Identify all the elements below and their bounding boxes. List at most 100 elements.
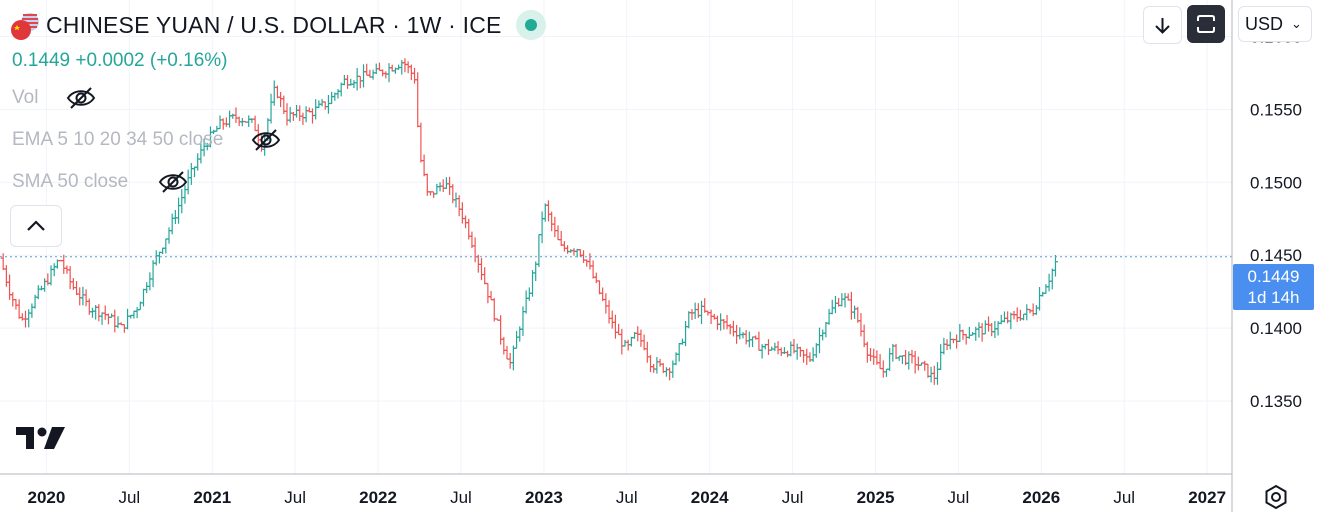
ohlc-bar bbox=[683, 321, 689, 347]
ohlc-bar bbox=[530, 269, 536, 297]
ohlc-bar bbox=[966, 326, 972, 339]
ohlc-bar bbox=[150, 260, 156, 288]
ohlc-bar bbox=[679, 338, 685, 345]
ohlc-bar bbox=[488, 290, 494, 301]
ohlc-bar bbox=[1014, 307, 1020, 322]
ohlc-bar bbox=[357, 75, 363, 89]
ohlc-bar bbox=[520, 306, 526, 336]
ohlc-bar bbox=[922, 360, 928, 371]
ohlc-bar bbox=[686, 311, 692, 329]
ohlc-bar bbox=[676, 342, 682, 362]
ohlc-bar bbox=[549, 211, 555, 232]
ohlc-bar bbox=[1049, 268, 1055, 290]
chart-settings-button[interactable] bbox=[1263, 484, 1289, 515]
ohlc-bar bbox=[765, 339, 771, 355]
ohlc-bar bbox=[0, 253, 6, 271]
ohlc-bar bbox=[501, 337, 507, 355]
time-tick-label: Jul bbox=[284, 488, 306, 507]
symbol-title[interactable]: CHINESE YUAN / U.S. DOLLAR · 1W · ICE bbox=[46, 11, 502, 38]
ohlc-bar bbox=[670, 360, 676, 378]
time-tick-label: 2024 bbox=[691, 488, 729, 507]
ohlc-bar bbox=[657, 358, 663, 367]
ohlc-bar bbox=[858, 313, 864, 337]
tradingview-logo[interactable] bbox=[16, 425, 68, 458]
ohlc-bar bbox=[941, 337, 947, 355]
ohlc-bar bbox=[431, 191, 437, 198]
ohlc-bar bbox=[16, 299, 22, 319]
indicator-sma[interactable]: SMA 50 close bbox=[12, 170, 188, 194]
currency-value: USD bbox=[1245, 13, 1284, 34]
fullscreen-button[interactable] bbox=[1187, 5, 1225, 43]
currency-select[interactable]: USD ⌄ bbox=[1238, 6, 1312, 42]
ohlc-bar bbox=[370, 69, 376, 80]
eye-hidden-icon[interactable] bbox=[158, 170, 188, 194]
time-tick-label: Jul bbox=[118, 488, 140, 507]
ohlc-bar bbox=[887, 348, 893, 371]
ohlc-bar bbox=[740, 332, 746, 339]
ohlc-bar bbox=[606, 300, 612, 324]
time-tick-label: Jul bbox=[450, 488, 472, 507]
scroll-to-latest-button[interactable] bbox=[1143, 6, 1182, 44]
ohlc-bar bbox=[1024, 304, 1030, 321]
ohlc-bar bbox=[475, 254, 481, 273]
ohlc-bar bbox=[667, 367, 673, 381]
ohlc-bar bbox=[67, 266, 73, 290]
ohlc-bar bbox=[176, 197, 182, 224]
ohlc-bar bbox=[896, 355, 902, 361]
ohlc-bar bbox=[899, 355, 905, 364]
ohlc-bar bbox=[153, 250, 159, 266]
time-tick-label: 2025 bbox=[857, 488, 895, 507]
ohlc-bar bbox=[300, 112, 306, 125]
ohlc-bar bbox=[166, 227, 172, 244]
ohlc-bar bbox=[325, 94, 331, 114]
ohlc-bar bbox=[558, 230, 564, 247]
ohlc-bar bbox=[842, 292, 848, 308]
ohlc-bar bbox=[928, 366, 934, 383]
ohlc-bar bbox=[144, 282, 150, 294]
ohlc-bar bbox=[268, 93, 274, 124]
ohlc-bar bbox=[131, 310, 137, 319]
ohlc-bar bbox=[979, 322, 985, 342]
ohlc-bar bbox=[596, 280, 602, 295]
indicator-ema[interactable]: EMA 5 10 20 34 50 close bbox=[12, 128, 281, 152]
ohlc-bars bbox=[0, 58, 1058, 385]
time-tick-label: Jul bbox=[782, 488, 804, 507]
ohlc-bar bbox=[418, 122, 424, 163]
ohlc-bar bbox=[651, 363, 657, 373]
ohlc-bar bbox=[507, 352, 513, 369]
ohlc-bar bbox=[284, 103, 290, 126]
ohlc-bar bbox=[801, 349, 807, 363]
ohlc-bar bbox=[944, 339, 950, 350]
ohlc-bar bbox=[192, 166, 198, 178]
ohlc-bar bbox=[938, 344, 944, 371]
ohlc-bar bbox=[785, 350, 791, 358]
ohlc-bar bbox=[172, 209, 178, 225]
ohlc-bar bbox=[112, 309, 118, 333]
ohlc-bar bbox=[437, 182, 443, 192]
eye-hidden-icon[interactable] bbox=[251, 128, 281, 152]
ohlc-bar bbox=[893, 344, 899, 360]
ohlc-bar bbox=[415, 72, 421, 128]
ohlc-bar bbox=[848, 291, 854, 320]
ohlc-bar bbox=[134, 307, 140, 319]
collapse-indicators-button[interactable] bbox=[10, 205, 62, 247]
ohlc-bar bbox=[880, 360, 886, 378]
ohlc-bar bbox=[163, 238, 169, 254]
time-tick-label: 2023 bbox=[525, 488, 563, 507]
ohlc-bar bbox=[1021, 313, 1027, 321]
ohlc-bar bbox=[794, 343, 800, 360]
ohlc-bar bbox=[421, 154, 427, 177]
ohlc-bar bbox=[775, 341, 781, 355]
time-tick-label: 2027 bbox=[1188, 488, 1226, 507]
eye-hidden-icon[interactable] bbox=[66, 86, 96, 110]
ohlc-bar bbox=[648, 355, 654, 373]
ohlc-bar bbox=[434, 183, 440, 195]
ohlc-bar bbox=[447, 176, 453, 195]
ohlc-bar bbox=[26, 309, 32, 328]
ohlc-bar bbox=[839, 293, 845, 307]
indicator-vol[interactable]: Vol bbox=[12, 86, 96, 110]
ohlc-bar bbox=[976, 322, 982, 338]
time-tick-label: 2022 bbox=[359, 488, 397, 507]
ohlc-bar bbox=[699, 300, 705, 324]
